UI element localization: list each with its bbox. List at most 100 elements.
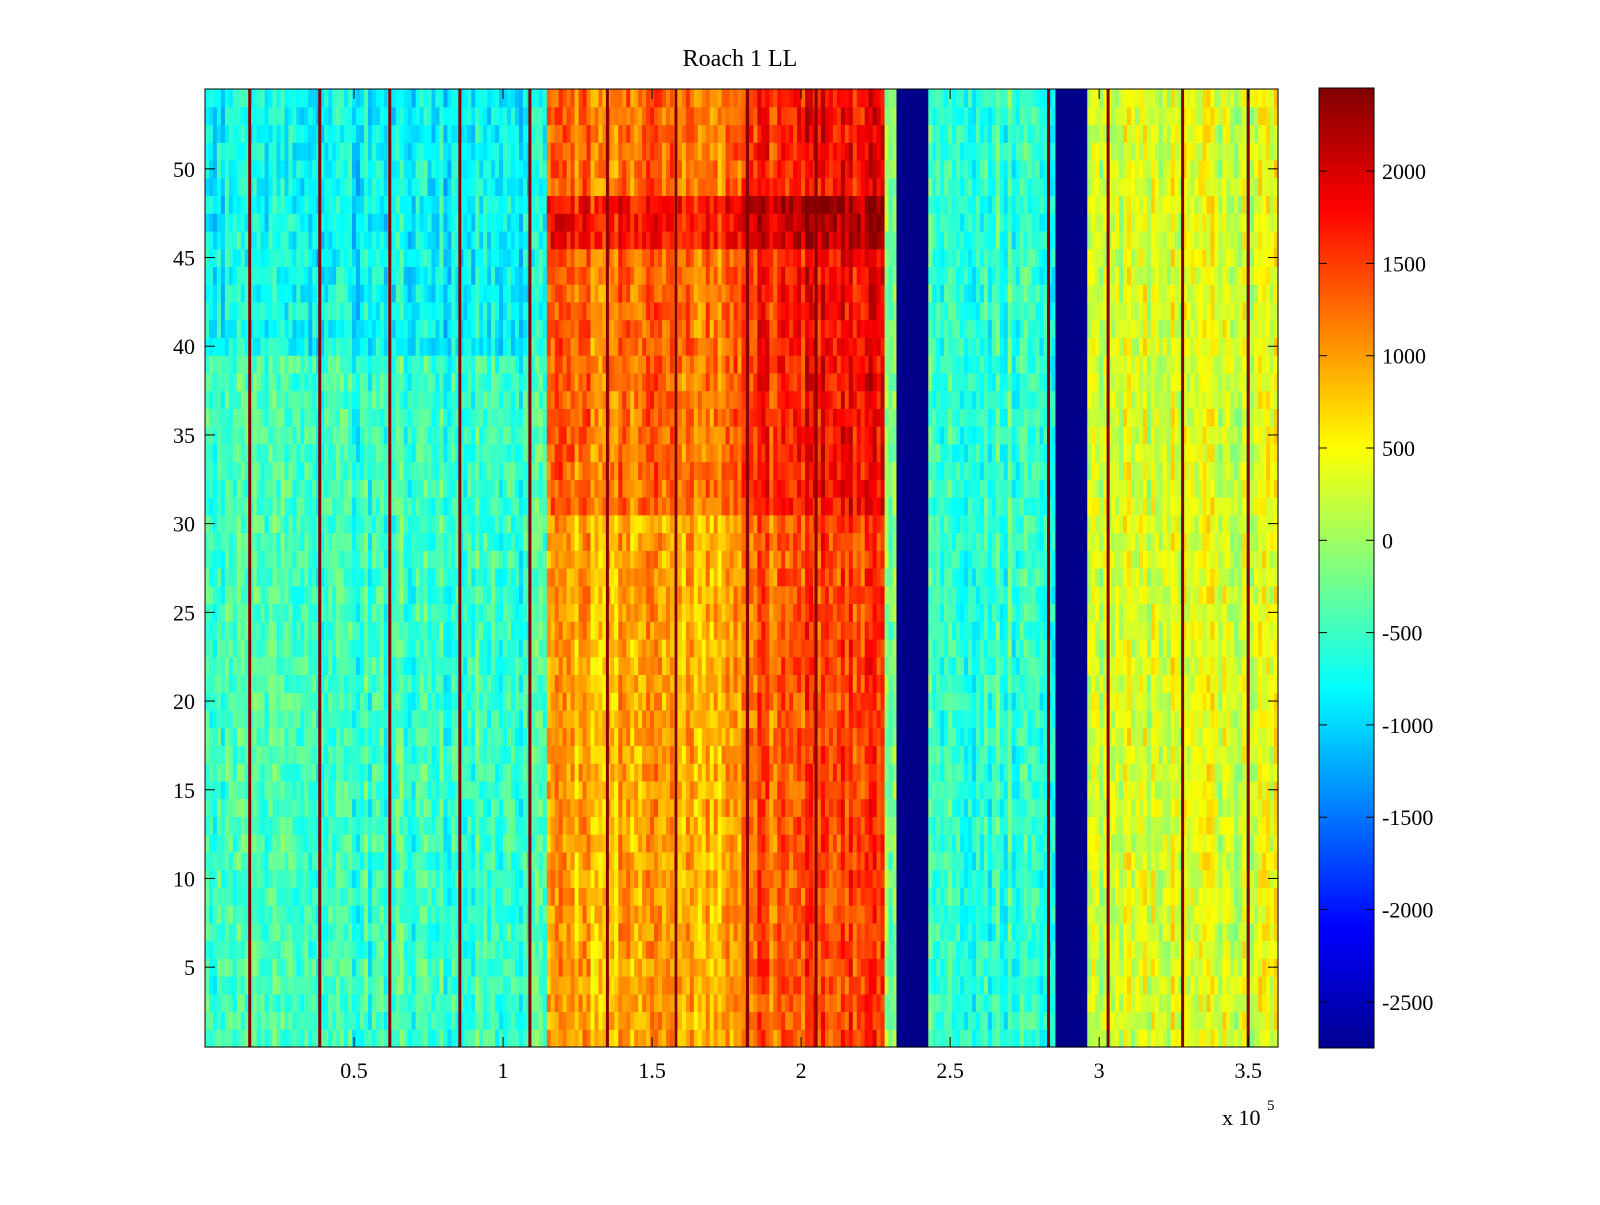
- heatmap-cell: [348, 426, 353, 445]
- heatmap-cell: [415, 514, 421, 534]
- heatmap-cell: [435, 976, 441, 995]
- heatmap-cell: [546, 568, 552, 587]
- heatmap-cell: [352, 851, 357, 871]
- heatmap-cell: [487, 709, 492, 729]
- heatmap-cells: [205, 89, 1279, 1048]
- heatmap-cell: [514, 514, 520, 534]
- heatmap-cell: [566, 940, 572, 959]
- heatmap-cell: [499, 709, 504, 729]
- heatmap-cell: [399, 674, 405, 693]
- heatmap-cell: [220, 727, 226, 747]
- heatmap-cell: [363, 905, 369, 924]
- heatmap-cell: [280, 568, 286, 587]
- heatmap-cell: [566, 834, 572, 853]
- heatmap-cell: [491, 550, 496, 569]
- heatmap-cell: [554, 692, 560, 711]
- heatmap-cell: [352, 709, 357, 729]
- heatmap-cell: [427, 922, 433, 942]
- heatmap-cell: [566, 230, 572, 250]
- heatmap-cell: [232, 1011, 238, 1030]
- heatmap-cell: [495, 568, 500, 587]
- heatmap-cell: [455, 727, 460, 747]
- heatmap-cell: [228, 408, 234, 427]
- heatmap-cell: [407, 479, 413, 498]
- heatmap-cell: [570, 709, 576, 729]
- heatmap-cell: [566, 993, 572, 1013]
- heatmap-cell: [216, 692, 222, 711]
- heatmap-cell: [216, 869, 222, 888]
- heatmap-cell: [558, 958, 564, 977]
- heatmap-cell: [427, 887, 433, 906]
- heatmap-cell: [423, 532, 429, 551]
- heatmap-cell: [212, 727, 218, 747]
- heatmap-cell: [336, 461, 341, 480]
- heatmap-cell: [459, 763, 464, 782]
- heatmap-cell: [296, 443, 301, 463]
- heatmap-cell: [336, 976, 341, 995]
- heatmap-cell: [280, 248, 286, 268]
- heatmap-cell: [399, 993, 405, 1013]
- heatmap-cell: [224, 461, 230, 480]
- heatmap-cell: [518, 993, 524, 1013]
- heatmap-cell: [514, 958, 520, 977]
- heatmap-cell: [534, 745, 540, 764]
- heatmap-cell: [356, 124, 361, 143]
- heatmap-cell: [507, 727, 512, 747]
- heatmap-cell: [562, 284, 568, 303]
- heatmap-cell: [495, 372, 500, 392]
- heatmap-cell: [538, 656, 544, 676]
- heatmap-cell: [332, 674, 337, 693]
- heatmap-cell: [244, 976, 250, 995]
- heatmap-cell: [546, 124, 552, 143]
- heatmap-cell: [459, 656, 464, 676]
- heatmap-cell: [395, 993, 401, 1013]
- heatmap-cell: [232, 124, 238, 143]
- heatmap-cell: [435, 461, 441, 480]
- heatmap-cell: [224, 106, 230, 126]
- heatmap-cell: [411, 142, 417, 161]
- heatmap-cell: [439, 958, 445, 977]
- heatmap-cell: [260, 869, 266, 888]
- heatmap-cell: [511, 638, 516, 658]
- heatmap-cell: [522, 319, 528, 338]
- heatmap-cell: [443, 89, 449, 108]
- heatmap-cell: [495, 177, 500, 197]
- heatmap-cell: [379, 550, 385, 569]
- heatmap-cell: [495, 745, 500, 764]
- heatmap-cell: [395, 142, 401, 161]
- heatmap-cell: [244, 319, 250, 338]
- heatmap-cell: [228, 692, 234, 711]
- heatmap-cell: [383, 408, 389, 427]
- heatmap-cell: [399, 461, 405, 480]
- heatmap-cell: [363, 443, 369, 463]
- heatmap-cell: [296, 976, 301, 995]
- heatmap-cell: [518, 532, 524, 551]
- heatmap-cell: [379, 1011, 385, 1030]
- heatmap-cell: [268, 142, 274, 161]
- heatmap-cell: [336, 834, 341, 853]
- heatmap-cell: [459, 745, 464, 764]
- heatmap-cell: [300, 514, 305, 534]
- heatmap-cell: [467, 497, 472, 516]
- heatmap-cell: [538, 869, 544, 888]
- heatmap-cell: [427, 213, 433, 232]
- heatmap-cell: [252, 266, 258, 285]
- heatmap-cell: [546, 408, 552, 427]
- heatmap-cell: [491, 408, 496, 427]
- heatmap-cell: [324, 248, 329, 268]
- heatmap-cell: [205, 887, 210, 906]
- heatmap-cell: [268, 177, 274, 197]
- heatmap-cell: [240, 692, 246, 711]
- heatmap-cell: [296, 887, 301, 906]
- heatmap-cell: [538, 621, 544, 640]
- heatmap-cell: [236, 550, 242, 569]
- heatmap-cell: [383, 266, 389, 285]
- heatmap-cell: [503, 656, 508, 676]
- heatmap-cell: [371, 976, 377, 995]
- heatmap-cell: [415, 532, 421, 551]
- heatmap-cell: [475, 89, 480, 108]
- heatmap-cell: [232, 248, 238, 268]
- heatmap-cell: [363, 674, 369, 693]
- heatmap-cell: [208, 177, 214, 197]
- heatmap-cell: [296, 780, 301, 800]
